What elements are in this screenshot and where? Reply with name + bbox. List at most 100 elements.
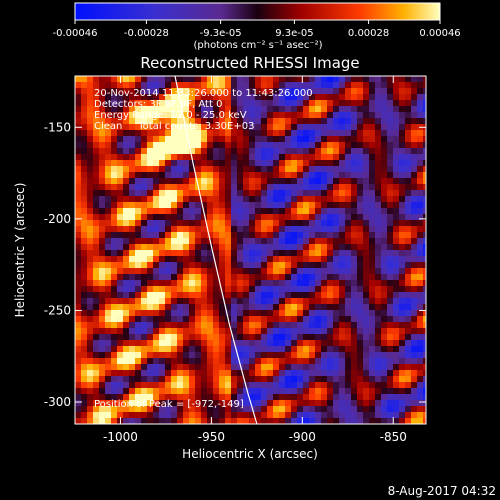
- heatmap-cell: [303, 286, 309, 292]
- heatmap-cell: [381, 100, 387, 106]
- heatmap-cell: [225, 406, 231, 412]
- heatmap-cell: [405, 340, 411, 346]
- heatmap-cell: [117, 106, 123, 112]
- heatmap-cell: [411, 268, 417, 274]
- heatmap-cell: [171, 172, 177, 178]
- heatmap-cell: [261, 124, 267, 130]
- heatmap-cell: [171, 88, 177, 94]
- heatmap-cell: [417, 352, 423, 358]
- heatmap-cell: [159, 238, 165, 244]
- heatmap-cell: [111, 238, 117, 244]
- heatmap-cell: [87, 142, 93, 148]
- heatmap-cell: [345, 298, 351, 304]
- heatmap-cell: [123, 406, 129, 412]
- heatmap-cell: [93, 304, 99, 310]
- heatmap-cell: [159, 160, 165, 166]
- heatmap-cell: [297, 172, 303, 178]
- heatmap-cell: [375, 304, 381, 310]
- heatmap-cell: [153, 202, 159, 208]
- heatmap-cell: [231, 256, 237, 262]
- heatmap-cell: [399, 142, 405, 148]
- heatmap-cell: [423, 412, 426, 418]
- heatmap-cell: [189, 376, 195, 382]
- heatmap-cell: [279, 346, 285, 352]
- heatmap-cell: [177, 124, 183, 130]
- heatmap-cell: [417, 418, 423, 424]
- heatmap-cell: [231, 238, 237, 244]
- heatmap-cell: [99, 226, 105, 232]
- heatmap-cell: [369, 358, 375, 364]
- heatmap-cell: [183, 256, 189, 262]
- heatmap-cell: [189, 370, 195, 376]
- heatmap-cell: [153, 232, 159, 238]
- heatmap-cell: [201, 388, 207, 394]
- heatmap-cell: [177, 316, 183, 322]
- heatmap-cell: [351, 406, 357, 412]
- heatmap-cell: [147, 136, 153, 142]
- heatmap-cell: [147, 304, 153, 310]
- heatmap-cell: [81, 352, 87, 358]
- heatmap-cell: [369, 160, 375, 166]
- x-tick-label: -1000: [103, 430, 138, 444]
- heatmap-cell: [261, 94, 267, 100]
- heatmap-cell: [315, 376, 321, 382]
- heatmap-cell: [159, 274, 165, 280]
- heatmap-cell: [183, 304, 189, 310]
- heatmap-cell: [153, 112, 159, 118]
- heatmap-cell: [153, 328, 159, 334]
- heatmap-cell: [381, 82, 387, 88]
- heatmap-cell: [363, 412, 369, 418]
- heatmap-cell: [219, 94, 225, 100]
- heatmap-cell: [153, 118, 159, 124]
- heatmap-cell: [165, 184, 171, 190]
- heatmap-cell: [105, 184, 111, 190]
- heatmap-cell: [315, 286, 321, 292]
- heatmap-cell: [363, 190, 369, 196]
- heatmap-cell: [201, 292, 207, 298]
- heatmap-cell: [159, 406, 165, 412]
- heatmap-cell: [375, 214, 381, 220]
- heatmap-cell: [339, 124, 345, 130]
- heatmap-cell: [105, 208, 111, 214]
- heatmap-cell: [249, 244, 255, 250]
- heatmap-cell: [93, 316, 99, 322]
- heatmap-cell: [129, 322, 135, 328]
- heatmap-cell: [369, 376, 375, 382]
- heatmap-cell: [195, 406, 201, 412]
- heatmap-cell: [261, 130, 267, 136]
- heatmap-cell: [195, 202, 201, 208]
- heatmap-cell: [243, 154, 249, 160]
- heatmap-cell: [201, 94, 207, 100]
- heatmap-cell: [183, 346, 189, 352]
- heatmap-cell: [315, 118, 321, 124]
- heatmap-cell: [333, 154, 339, 160]
- heatmap-cell: [339, 106, 345, 112]
- heatmap-cell: [87, 268, 93, 274]
- heatmap-cell: [225, 88, 231, 94]
- heatmap-cell: [159, 112, 165, 118]
- heatmap-cell: [105, 310, 111, 316]
- heatmap-cell: [261, 196, 267, 202]
- heatmap-cell: [339, 178, 345, 184]
- heatmap-cell: [177, 376, 183, 382]
- heatmap-cell: [405, 118, 411, 124]
- heatmap-cell: [117, 358, 123, 364]
- heatmap-cell: [243, 178, 249, 184]
- heatmap-cell: [411, 388, 417, 394]
- heatmap-cell: [183, 358, 189, 364]
- heatmap-cell: [117, 172, 123, 178]
- heatmap-cell: [267, 160, 273, 166]
- heatmap-cell: [99, 322, 105, 328]
- heatmap-cell: [321, 208, 327, 214]
- heatmap-cell: [261, 250, 267, 256]
- heatmap-cell: [339, 148, 345, 154]
- heatmap-cell: [405, 178, 411, 184]
- heatmap-cell: [303, 166, 309, 172]
- heatmap-cell: [393, 292, 399, 298]
- heatmap-cell: [111, 418, 117, 424]
- heatmap-cell: [129, 94, 135, 100]
- heatmap-cell: [153, 382, 159, 388]
- heatmap-cell: [201, 322, 207, 328]
- heatmap-cell: [81, 322, 87, 328]
- heatmap-cell: [279, 364, 285, 370]
